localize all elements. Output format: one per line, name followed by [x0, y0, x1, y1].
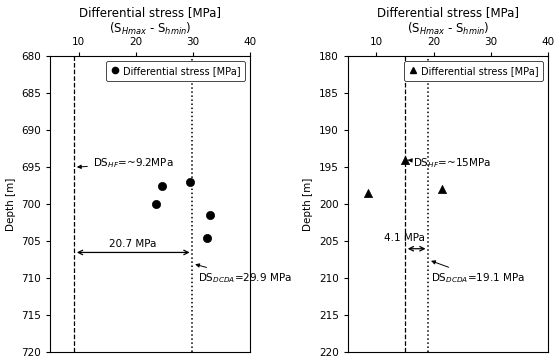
Text: 20.7 MPa: 20.7 MPa: [109, 239, 157, 249]
Y-axis label: Depth [m]: Depth [m]: [6, 178, 16, 231]
Point: [400, 157, 409, 163]
Point: [185, 179, 194, 185]
Point: [363, 190, 372, 196]
Legend: Differential stress [MPa]: Differential stress [MPa]: [404, 61, 543, 81]
Point: [437, 187, 446, 193]
Y-axis label: Depth [m]: Depth [m]: [304, 178, 313, 231]
Legend: Differential stress [MPa]: Differential stress [MPa]: [106, 61, 245, 81]
Point: [206, 213, 214, 218]
X-axis label: Differential stress [MPa]
(S$_{Hmax}$ - S$_{hmin}$): Differential stress [MPa] (S$_{Hmax}$ - …: [377, 5, 519, 37]
Text: DS$_{HF}$=~15MPa: DS$_{HF}$=~15MPa: [408, 157, 491, 170]
Point: [151, 201, 160, 207]
Point: [203, 235, 212, 241]
Text: DS$_{DCDA}$=29.9 MPa: DS$_{DCDA}$=29.9 MPa: [196, 264, 291, 285]
Text: DS$_{HF}$=~9.2MPa: DS$_{HF}$=~9.2MPa: [78, 157, 174, 170]
Point: [157, 183, 166, 189]
Text: 4.1 MPa: 4.1 MPa: [385, 233, 426, 243]
X-axis label: Differential stress [MPa]
(S$_{Hmax}$ - S$_{hmin}$): Differential stress [MPa] (S$_{Hmax}$ - …: [79, 5, 221, 37]
Text: DS$_{DCDA}$=19.1 MPa: DS$_{DCDA}$=19.1 MPa: [431, 261, 525, 285]
